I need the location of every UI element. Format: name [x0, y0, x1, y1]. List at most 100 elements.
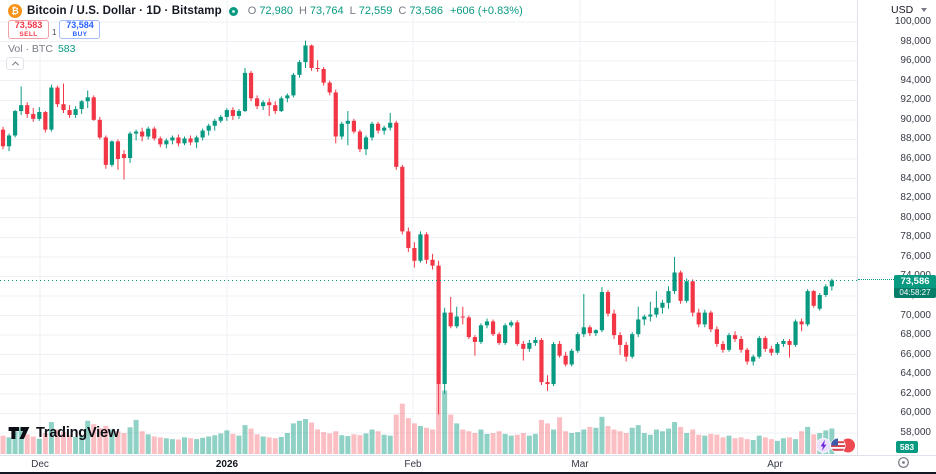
candle-body — [545, 382, 550, 385]
currency-selector[interactable]: USD — [891, 4, 928, 16]
time-tick-label: Dec — [31, 459, 49, 470]
currency-label: USD — [891, 4, 914, 16]
volume-bar — [593, 427, 599, 454]
tradingview-watermark[interactable]: TradingView — [7, 425, 119, 441]
volume-bar — [472, 433, 478, 454]
candle-body — [648, 314, 653, 317]
volume-bar — [315, 429, 321, 454]
candle-body — [134, 131, 139, 134]
time-axis[interactable]: Dec 2026 Feb Mar Apr — [0, 455, 936, 472]
candle-body — [406, 231, 411, 249]
market-status-icon — [228, 6, 238, 16]
candle-body — [248, 72, 254, 99]
collapse-legend-button[interactable] — [6, 57, 24, 70]
candlestick-chart[interactable] — [0, 0, 857, 455]
open-label: O — [247, 5, 257, 17]
volume-bar — [720, 437, 726, 455]
volume-bar — [466, 431, 472, 454]
candle-body — [297, 62, 302, 75]
candle-body — [388, 122, 393, 128]
candle-body — [321, 68, 326, 83]
volume-bar — [42, 433, 48, 454]
candle-body — [351, 120, 356, 132]
candle-body — [6, 135, 12, 147]
volume-bar — [569, 433, 575, 454]
candle-body — [672, 272, 677, 292]
candle-body — [599, 292, 605, 331]
candle-body — [775, 343, 780, 353]
volume-bar — [399, 403, 405, 454]
order-panel: 73,583 SELL 1 73,584 BUY — [8, 20, 101, 39]
volume-bar — [0, 435, 6, 455]
window-bottom-edge — [0, 472, 936, 474]
candle-body — [605, 292, 611, 314]
candle-body — [642, 316, 647, 320]
volume-bar — [115, 431, 121, 454]
candle-body — [611, 313, 617, 336]
volume-bar — [799, 431, 805, 454]
volume-bar — [538, 419, 544, 455]
candle-body — [515, 322, 520, 344]
volume-bar — [339, 435, 345, 454]
volume-bar — [496, 431, 502, 454]
volume-bar — [520, 433, 526, 454]
candle-body — [115, 141, 121, 159]
candle-body — [726, 335, 732, 350]
price-axis[interactable]: USD 73,586 04:58:27 583 100,000 98,000 96,… — [857, 0, 936, 455]
price-tick-label: 70,000 — [900, 309, 931, 321]
price-tick-label: 66,000 — [900, 348, 931, 360]
lightning-event-icon — [815, 437, 832, 454]
candle-body — [121, 154, 127, 159]
candle-body — [309, 45, 314, 68]
open-value: 72,980 — [259, 5, 293, 17]
volume-bar — [309, 422, 315, 454]
volume-bar — [242, 425, 248, 454]
sell-button[interactable]: 73,583 SELL — [8, 20, 49, 39]
volume-bar — [430, 429, 436, 454]
candle-body — [478, 325, 484, 342]
symbol-title[interactable]: Bitcoin / U.S. Dollar · 1D · Bitstamp — [27, 5, 222, 17]
candle-body — [25, 105, 30, 114]
volume-study-row[interactable]: Vol · BTC 583 — [8, 43, 75, 55]
volume-bar — [587, 426, 593, 455]
volume-bar — [224, 430, 230, 455]
buy-button[interactable]: 73,584 BUY — [59, 20, 101, 39]
candle-body — [539, 340, 544, 383]
candle-body — [412, 248, 417, 261]
volume-bar — [647, 434, 653, 454]
volume-bar — [24, 434, 30, 454]
volume-bar — [61, 432, 66, 455]
candle-body — [660, 302, 665, 308]
volume-bar — [702, 435, 708, 455]
candle-body — [666, 291, 671, 303]
candle-body — [339, 123, 344, 137]
candle-body — [769, 348, 774, 353]
candle-body — [823, 286, 828, 295]
volume-bar — [321, 432, 327, 455]
candle-body — [745, 349, 750, 362]
scroll-to-realtime-button[interactable] — [897, 456, 910, 469]
event-icons[interactable] — [815, 437, 855, 459]
volume-bar — [768, 439, 774, 454]
volume-bar — [575, 432, 581, 455]
last-price-value: 73,586 — [900, 276, 930, 288]
volume-bar — [696, 434, 702, 454]
candle-body — [424, 234, 429, 260]
volume-bar — [248, 428, 254, 455]
volume-bar — [85, 420, 91, 454]
volume-bar — [194, 439, 200, 454]
volume-bar — [54, 429, 60, 454]
volume-bar — [97, 428, 103, 454]
buy-label: BUY — [72, 30, 88, 38]
candle-body — [85, 97, 90, 102]
volume-bar — [599, 416, 605, 454]
candle-body — [333, 92, 338, 137]
price-tick-label: 94,000 — [900, 74, 931, 86]
high-value: 73,764 — [309, 5, 344, 17]
volume-bar — [12, 431, 18, 454]
candle-body — [303, 45, 308, 63]
volume-bar — [641, 433, 647, 454]
candle-body — [164, 140, 169, 145]
candle-body — [376, 123, 381, 131]
price-tick-label: 96,000 — [900, 55, 931, 67]
